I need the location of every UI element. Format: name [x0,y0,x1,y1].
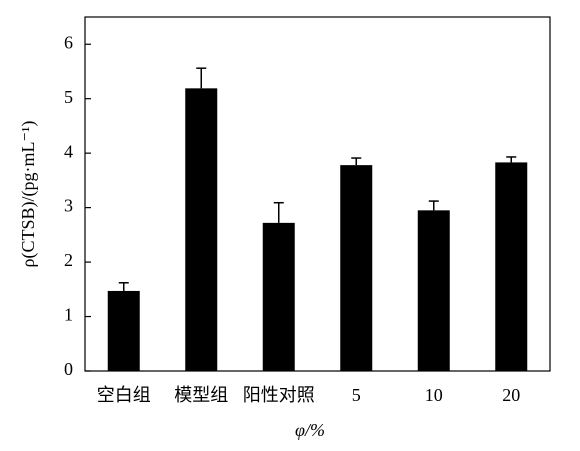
bar [340,165,373,371]
y-tick-label: 4 [64,141,73,161]
x-tick-label: 模型组 [174,385,228,405]
x-axis-label: φ/% [295,420,325,440]
plot-frame [84,16,551,372]
y-tick-label: 1 [64,305,73,325]
bar [495,162,528,371]
y-tick-label: 6 [64,32,73,52]
x-tick-label: 空白组 [97,385,151,405]
y-tick-label: 3 [64,196,73,216]
bar [417,210,450,371]
y-axis-label: ρ(CTSB)/(pg·mL⁻¹) [18,121,39,268]
x-tick-label: 5 [352,385,361,405]
y-tick-label: 2 [64,250,73,270]
y-tick-label: 0 [64,359,73,379]
bar [107,290,140,371]
x-tick-label: 20 [502,385,520,405]
x-tick-label: 阳性对照 [243,385,315,405]
bar [185,88,218,372]
bar [262,222,295,371]
x-tick-label: 10 [425,385,443,405]
y-tick-label: 5 [64,87,73,107]
